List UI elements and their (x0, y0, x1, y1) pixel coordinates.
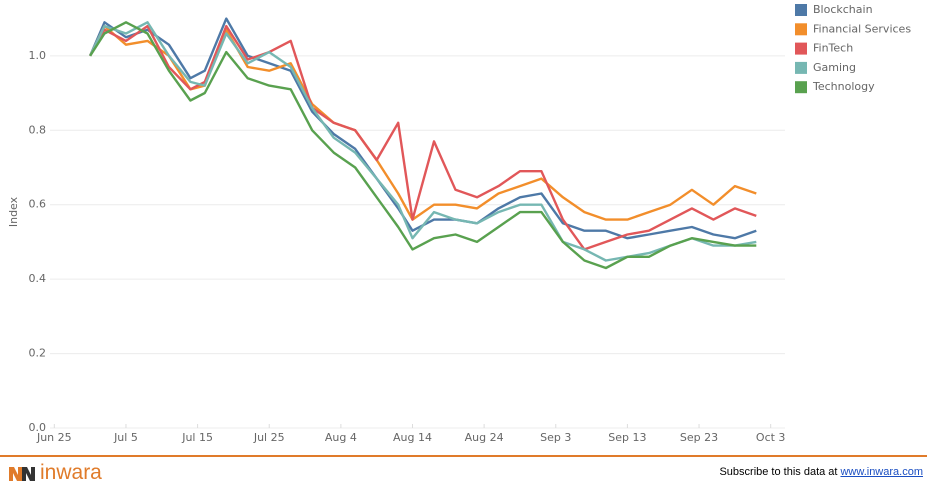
y-tick-label: 0.4 (29, 272, 47, 285)
brand: inwara (40, 461, 102, 484)
legend-label: FinTech (813, 42, 853, 55)
y-tick-label: 0.2 (29, 347, 47, 360)
series-line (89, 21, 757, 270)
legend-label: Gaming (813, 61, 856, 74)
x-tick-label: Sep 23 (680, 431, 718, 444)
legend-swatch (795, 4, 807, 16)
series-line (89, 24, 757, 221)
legend-label: Technology (812, 80, 875, 93)
legend-swatch (795, 61, 807, 74)
x-tick-label: Jul 15 (181, 431, 213, 444)
subscribe-note: Subscribe to this data at www.inwara.com (719, 466, 923, 478)
legend-swatch (795, 42, 807, 55)
x-tick-label: Jul 25 (253, 431, 285, 444)
y-tick-label: 1.0 (29, 49, 47, 62)
y-tick-label: 0.8 (29, 123, 47, 136)
legend-label: Financial Services (813, 22, 911, 35)
x-tick-label: Aug 14 (393, 431, 432, 444)
x-tick-label: Sep 3 (540, 431, 571, 444)
x-tick-label: Aug 24 (465, 431, 504, 444)
y-axis-title: Index (7, 196, 20, 227)
x-tick-label: Jul 5 (113, 431, 138, 444)
series-line (89, 21, 757, 262)
x-tick-label: Sep 13 (608, 431, 646, 444)
x-tick-label: Jun 25 (36, 431, 72, 444)
subscribe-text: Subscribe to this data at (719, 466, 838, 478)
footer: inwara Subscribe to this data at www.inwa… (0, 455, 927, 490)
x-tick-label: Oct 3 (756, 431, 786, 444)
x-tick-label: Aug 4 (325, 431, 357, 444)
logo (9, 467, 35, 481)
legend-swatch (795, 81, 807, 94)
chart: Index 0.0 0.2 0.4 0.6 0.8 1.0 Jun 25 Jul 5 Jul 1… (7, 3, 911, 444)
legend-swatch (795, 23, 807, 36)
subscribe-link[interactable]: www.inwara.com (840, 466, 923, 478)
y-tick-label: 0.0 (29, 421, 47, 434)
legend-label: Blockchain (813, 3, 873, 16)
series-line (89, 24, 757, 251)
series-line (88, 17, 757, 240)
y-tick-label: 0.6 (29, 198, 47, 211)
